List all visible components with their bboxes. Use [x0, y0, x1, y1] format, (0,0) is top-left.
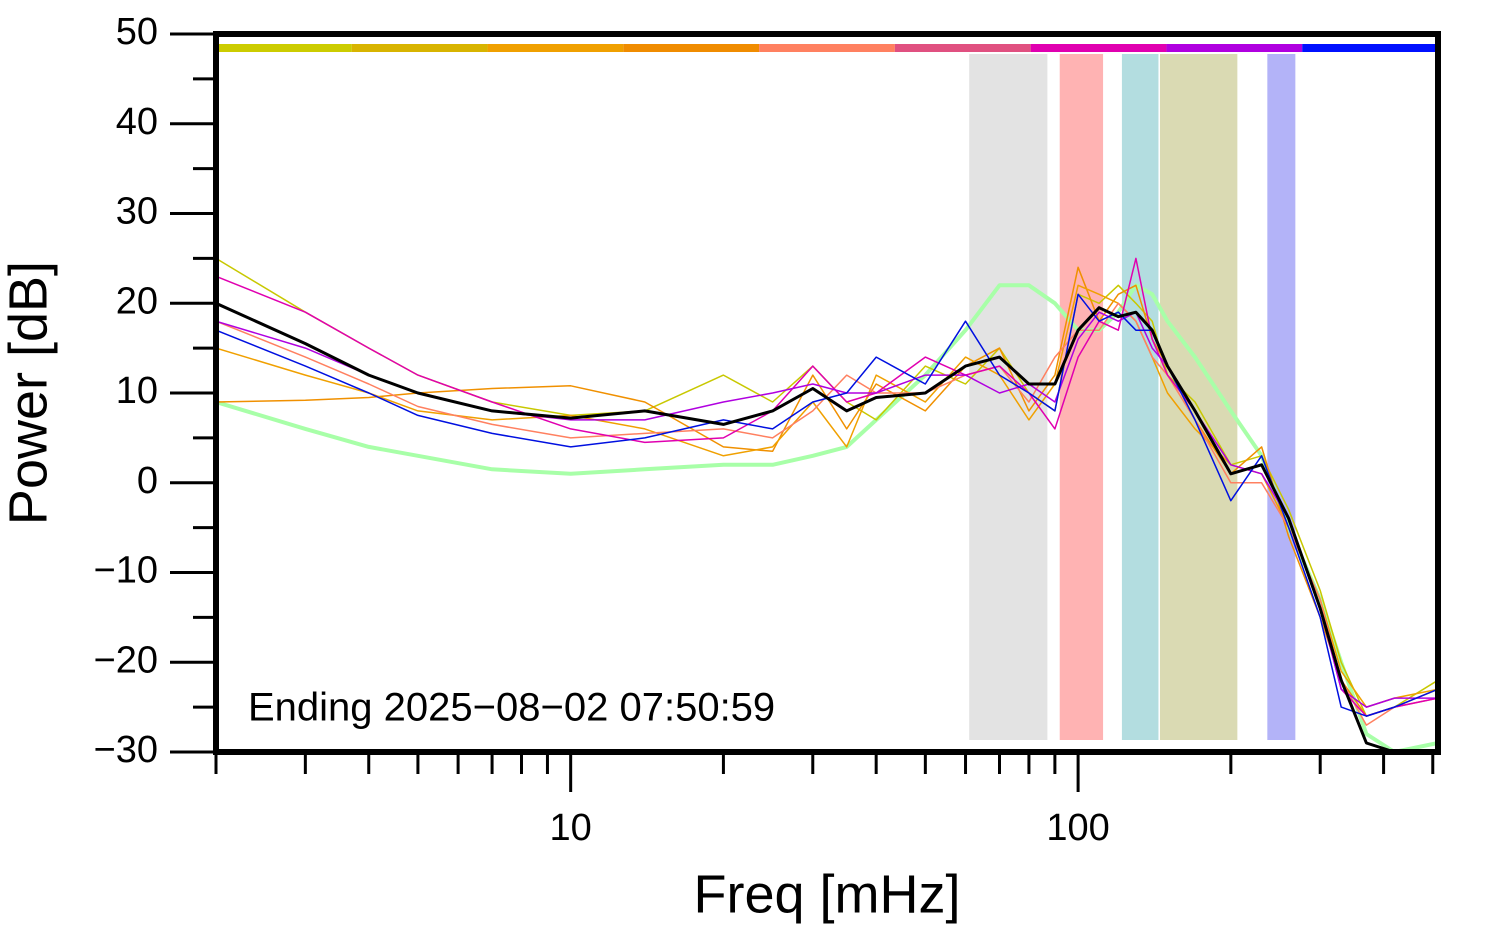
y-axis-label: Power [dB]: [0, 261, 58, 525]
series-line: [216, 302, 1438, 726]
series-line: [216, 311, 1438, 708]
colorbar-segment: [894, 44, 1031, 52]
y-tick-label: 20: [116, 280, 158, 322]
x-tick-label: 10: [550, 807, 592, 849]
colorbar-segment: [487, 44, 624, 52]
lines: [216, 257, 1438, 752]
series-line: [216, 301, 1438, 752]
series-line: [216, 293, 1438, 717]
annotation: Ending 2025−08−02 07:50:59: [248, 686, 775, 730]
colorbar-segment: [759, 44, 895, 52]
y-tick-label: −30: [94, 729, 158, 771]
colorbar-segment: [1030, 44, 1167, 52]
plot-frame: [213, 31, 1441, 755]
x-tick-label: 100: [1046, 807, 1109, 849]
band: [1159, 54, 1238, 740]
y-tick-label: 50: [116, 11, 158, 53]
series-line: [216, 284, 1438, 708]
colorbar-segment: [1166, 44, 1303, 52]
y-tick-label: −20: [94, 639, 158, 681]
series-line: [216, 283, 1438, 752]
bands: [969, 54, 1296, 740]
band: [1121, 54, 1159, 740]
y-tick-label: 0: [137, 460, 158, 502]
y-tick-label: 40: [116, 101, 158, 143]
series-line: [216, 266, 1438, 717]
y-tick-label: −10: [94, 550, 158, 592]
series-line: [216, 257, 1438, 717]
band: [1059, 54, 1104, 740]
y-tick-label: 10: [116, 370, 158, 412]
x-axis-label: Freq [mHz]: [693, 864, 960, 924]
colorbar-segment: [351, 44, 488, 52]
colorbar-segment: [216, 44, 352, 52]
band: [1267, 54, 1296, 740]
y-tick-label: 30: [116, 191, 158, 233]
colorbar-segment: [1302, 44, 1438, 52]
colorbar-segment: [623, 44, 760, 52]
axes: −30 −20 −10 0 10 20 30 40 50 10 100: [94, 11, 1441, 849]
series-line: [216, 257, 1438, 717]
